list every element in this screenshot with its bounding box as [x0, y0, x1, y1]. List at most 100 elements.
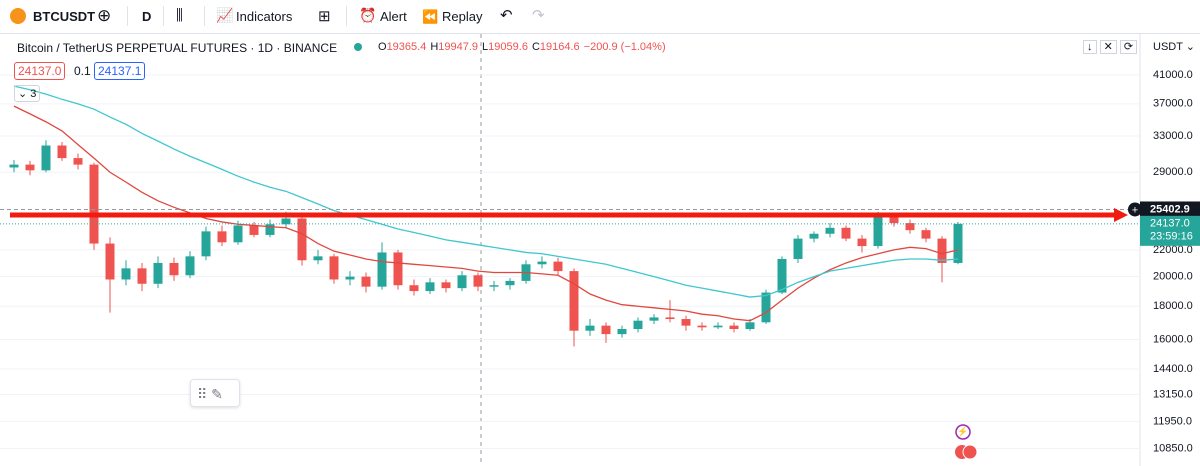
candle-body — [217, 231, 227, 243]
moving-average — [13, 105, 959, 322]
candle-body — [905, 223, 915, 231]
candle-body — [617, 329, 627, 335]
candle-body — [953, 223, 963, 263]
candle-body — [793, 238, 803, 259]
candle-body — [809, 233, 819, 239]
chart-type[interactable]: ⫼ — [176, 7, 183, 24]
separator — [163, 6, 164, 26]
candle-body — [697, 325, 707, 328]
candle-body — [713, 325, 723, 328]
indicators-icon[interactable]: 📈 — [216, 7, 234, 23]
redo[interactable]: ↷ — [532, 7, 545, 24]
candle-body — [665, 317, 675, 320]
btn[interactable]: ✕ — [1099, 40, 1117, 54]
candle-body — [57, 145, 67, 159]
candle-body — [441, 282, 451, 289]
replay-icon[interactable]: ⏪ — [422, 9, 439, 24]
candle-body — [345, 276, 355, 280]
candle-body — [681, 319, 691, 326]
candle-body — [825, 227, 835, 234]
alert[interactable]: Alert — [380, 9, 407, 24]
add-symbol[interactable]: ⊕ — [97, 6, 112, 25]
candle-body — [233, 225, 243, 243]
alert-icon[interactable]: ⏰ — [359, 7, 377, 23]
y-tick-label: 29000.0 — [1153, 166, 1193, 178]
ohlc-key: H — [430, 41, 439, 53]
indicators-toggle[interactable]: ⌄ 3 — [14, 85, 41, 102]
candle-body — [889, 217, 899, 224]
event-icon[interactable] — [962, 444, 978, 460]
ohlc-key: L — [482, 41, 489, 53]
candle-body — [873, 217, 883, 247]
y-tick-label: 11950.0 — [1153, 415, 1192, 427]
candle-body — [729, 325, 739, 330]
y-tick-label: 22000.0 — [1153, 244, 1193, 256]
arrow-head — [1114, 208, 1128, 222]
candle-body — [89, 164, 99, 244]
currency[interactable]: USDT ⌄ — [1153, 41, 1196, 53]
event-icon[interactable] — [955, 424, 971, 440]
candle-body — [777, 258, 787, 293]
y-tick-label: 13150.0 — [1153, 388, 1193, 400]
buy-price[interactable]: 24137.1 — [94, 62, 146, 80]
candle-body — [841, 227, 851, 239]
btn[interactable]: ⟳ — [1119, 40, 1138, 54]
drawing-toolbar[interactable]: ⠿ ✎ — [190, 379, 240, 407]
candle-body — [409, 285, 419, 292]
price-axis: 41000.0 37000.0 33000.0 29000.0 22000.0 20000… — [1128, 69, 1200, 454]
y-tick-label: 33000.0 — [1153, 130, 1193, 142]
event-icon-glyph: ⚡ — [957, 425, 968, 437]
chart: 41000.0 37000.0 33000.0 29000.0 22000.0 20000… — [0, 34, 1200, 466]
candle-body — [553, 261, 563, 272]
indicator-count: 3 — [30, 88, 37, 100]
candle-body — [473, 275, 483, 287]
candle-body — [505, 280, 515, 286]
candle-body — [569, 271, 579, 331]
symbol[interactable]: BTCUSDT — [33, 9, 96, 24]
replay[interactable]: Replay — [442, 9, 483, 24]
change: −200.9 (−1.04%) — [583, 41, 666, 53]
spread: 0.1 — [74, 64, 91, 78]
candle-body — [857, 238, 867, 247]
legend-title: Bitcoin / TetherUS PERPETUAL FUTURES · 1… — [17, 41, 338, 55]
candle-body — [425, 282, 435, 292]
y-tick-label: 16000.0 — [1153, 333, 1193, 345]
candle-body — [489, 285, 499, 287]
candle-body — [249, 225, 259, 235]
candle-body — [153, 262, 163, 284]
ohlc-key: C — [531, 41, 540, 53]
candle-body — [41, 145, 51, 171]
separator — [346, 6, 347, 26]
undo[interactable]: ↶ — [500, 7, 513, 24]
last-price-tag — [1140, 215, 1200, 246]
chart-controls: ↓ ✕ ⟳ — [1083, 40, 1138, 54]
price-line-tag — [1140, 201, 1200, 218]
price-line-label: 25402.9 — [1150, 203, 1190, 215]
currency-label: USDT — [1153, 41, 1183, 53]
add-alert[interactable] — [1128, 202, 1142, 217]
countdown: 23:59:16 — [1150, 231, 1193, 243]
y-tick-label: 10850.0 — [1153, 442, 1193, 454]
btn[interactable]: ↓ — [1083, 40, 1097, 54]
y-tick-label: 18000.0 — [1153, 300, 1193, 312]
y-tick-label: 37000.0 — [1153, 98, 1193, 110]
ohlc-value: 19947.9 — [438, 41, 479, 53]
candle-body — [105, 243, 115, 280]
separator — [127, 6, 128, 26]
ohlc-value: 19365.4 — [386, 41, 427, 53]
moving-average — [13, 85, 959, 298]
candle-body — [265, 224, 275, 235]
y-tick-label: 14400.0 — [1153, 363, 1193, 375]
add-alert-glyph: + — [1132, 204, 1138, 216]
sell-price[interactable]: 24137.0 — [14, 62, 66, 80]
interval[interactable]: D — [142, 9, 152, 24]
candle-body — [393, 252, 403, 286]
layouts[interactable]: ⊞ — [318, 8, 331, 25]
candle-body — [121, 268, 131, 280]
separator — [204, 6, 205, 26]
candle-body — [537, 261, 547, 265]
indicators[interactable]: Indicators — [236, 9, 293, 24]
y-tick-label: 20000.0 — [1153, 271, 1193, 283]
candle-body — [761, 292, 771, 323]
